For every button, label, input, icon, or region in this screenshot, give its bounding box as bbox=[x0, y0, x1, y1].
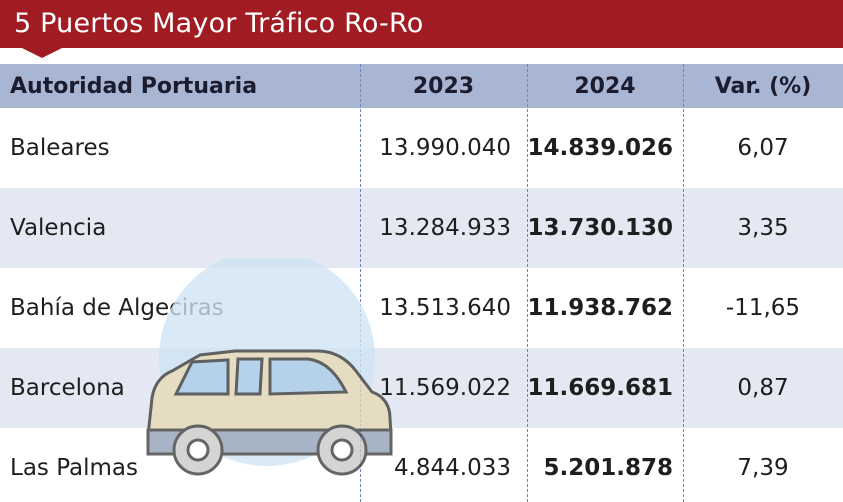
value-2023: 11.569.022 bbox=[379, 375, 511, 401]
value-2023: 13.513.640 bbox=[379, 295, 511, 321]
header-variation: Var. (%) bbox=[714, 73, 812, 99]
value-variation: 7,39 bbox=[737, 455, 789, 481]
value-2023: 4.844.033 bbox=[393, 455, 511, 481]
value-2024: 13.730.130 bbox=[527, 215, 673, 241]
value-2023: 13.284.933 bbox=[379, 215, 511, 241]
value-variation: 6,07 bbox=[737, 135, 789, 161]
column-divider bbox=[683, 64, 684, 502]
table-row: Las Palmas 4.844.033 5.201.878 7,39 bbox=[0, 428, 843, 502]
value-2024: 11.669.681 bbox=[527, 375, 673, 401]
port-name: Baleares bbox=[10, 135, 110, 161]
column-divider bbox=[527, 64, 528, 502]
value-2024: 14.839.026 bbox=[527, 135, 673, 161]
value-variation: 0,87 bbox=[737, 375, 789, 401]
value-2024: 11.938.762 bbox=[527, 295, 673, 321]
value-variation: -11,65 bbox=[725, 295, 801, 321]
table-row: Barcelona 11.569.022 11.669.681 0,87 bbox=[0, 348, 843, 428]
title-banner: 5 Puertos Mayor Tráfico Ro-Ro bbox=[0, 0, 843, 48]
value-variation: 3,35 bbox=[737, 215, 789, 241]
column-divider bbox=[360, 64, 361, 502]
table-header: Autoridad Portuaria 2023 2024 Var. (%) bbox=[0, 64, 843, 108]
value-2023: 13.990.040 bbox=[379, 135, 511, 161]
ports-table: Autoridad Portuaria 2023 2024 Var. (%) B… bbox=[0, 64, 843, 502]
port-name: Bahía de Algeciras bbox=[10, 295, 224, 321]
table-row: Bahía de Algeciras 13.513.640 11.938.762… bbox=[0, 268, 843, 348]
page-title: 5 Puertos Mayor Tráfico Ro-Ro bbox=[14, 8, 424, 39]
port-name: Las Palmas bbox=[10, 455, 139, 481]
table-row: Baleares 13.990.040 14.839.026 6,07 bbox=[0, 108, 843, 188]
header-2024: 2024 bbox=[574, 73, 636, 99]
header-port-authority: Autoridad Portuaria bbox=[10, 73, 258, 99]
port-name: Barcelona bbox=[10, 375, 125, 401]
value-2024: 5.201.878 bbox=[543, 455, 674, 481]
table-row: Valencia 13.284.933 13.730.130 3,35 bbox=[0, 188, 843, 268]
port-name: Valencia bbox=[10, 215, 107, 241]
title-banner-tab bbox=[22, 48, 62, 58]
header-2023: 2023 bbox=[412, 73, 475, 99]
